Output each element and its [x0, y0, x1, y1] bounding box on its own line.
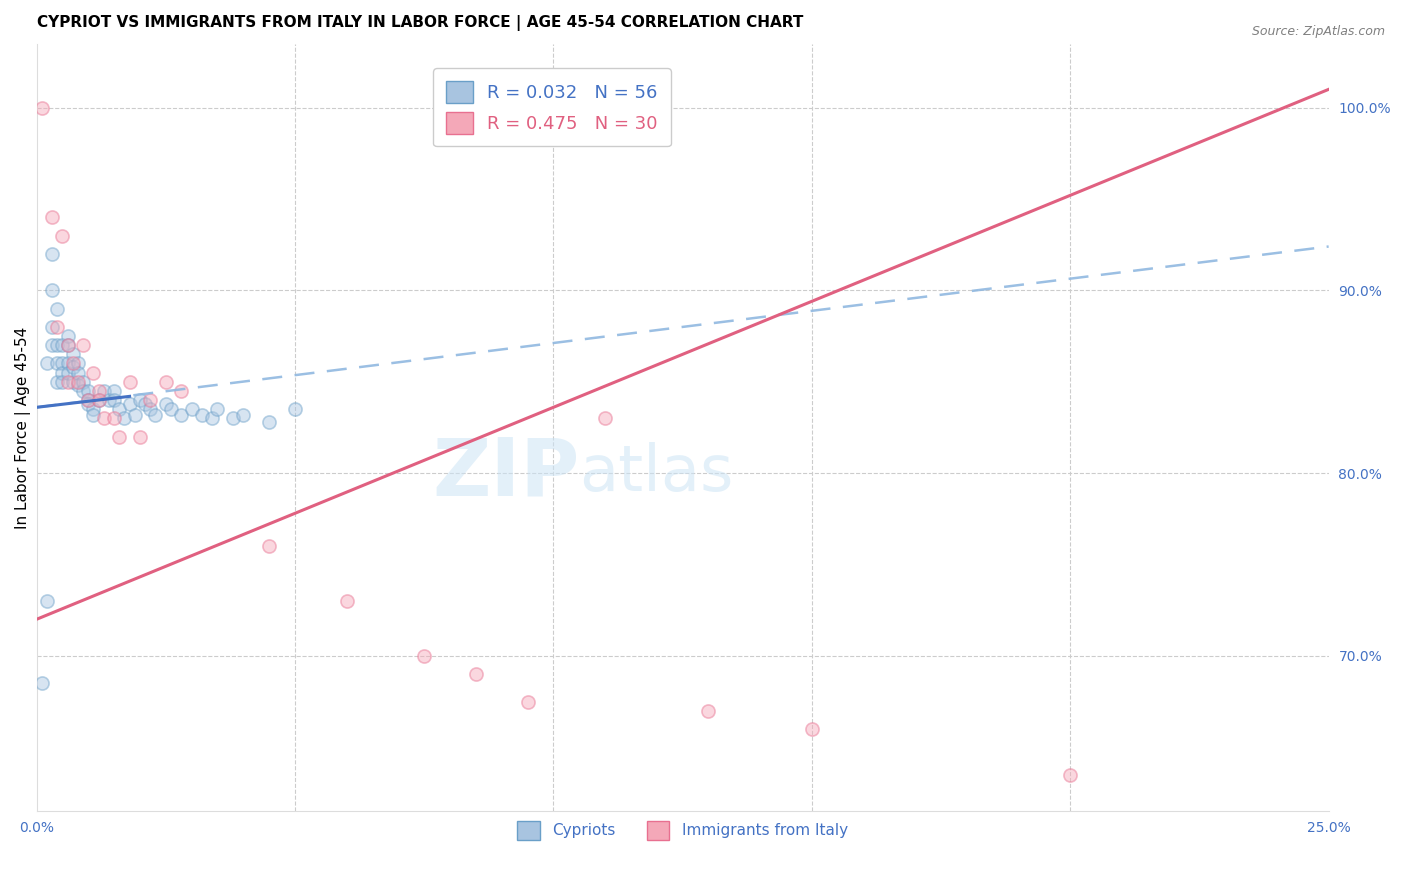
- Point: [1059, 767, 1081, 781]
- Point: [124, 408, 146, 422]
- Point: [222, 411, 245, 425]
- Point: [697, 704, 720, 718]
- Point: [284, 402, 307, 417]
- Point: [413, 648, 436, 663]
- Point: [336, 594, 359, 608]
- Point: [87, 392, 110, 407]
- Point: [82, 408, 104, 422]
- Point: [41, 338, 63, 352]
- Point: [232, 408, 254, 422]
- Point: [87, 392, 110, 407]
- Point: [155, 397, 177, 411]
- Point: [87, 384, 110, 398]
- Point: [41, 247, 63, 261]
- Point: [155, 375, 177, 389]
- Point: [145, 408, 167, 422]
- Point: [46, 338, 69, 352]
- Point: [35, 594, 58, 608]
- Point: [103, 411, 125, 425]
- Point: [41, 284, 63, 298]
- Point: [72, 375, 94, 389]
- Point: [51, 375, 73, 389]
- Point: [97, 392, 120, 407]
- Point: [31, 101, 53, 115]
- Point: [51, 366, 73, 380]
- Point: [46, 319, 69, 334]
- Point: [51, 228, 73, 243]
- Point: [103, 384, 125, 398]
- Point: [56, 338, 79, 352]
- Point: [160, 402, 183, 417]
- Point: [108, 429, 131, 443]
- Point: [41, 211, 63, 225]
- Point: [82, 366, 104, 380]
- Point: [207, 402, 229, 417]
- Point: [93, 411, 115, 425]
- Text: atlas: atlas: [579, 442, 734, 505]
- Point: [82, 402, 104, 417]
- Point: [56, 356, 79, 370]
- Point: [41, 319, 63, 334]
- Point: [77, 392, 100, 407]
- Point: [139, 392, 162, 407]
- Text: CYPRIOT VS IMMIGRANTS FROM ITALY IN LABOR FORCE | AGE 45-54 CORRELATION CHART: CYPRIOT VS IMMIGRANTS FROM ITALY IN LABO…: [37, 15, 803, 31]
- Point: [66, 375, 89, 389]
- Point: [72, 338, 94, 352]
- Point: [72, 384, 94, 398]
- Point: [129, 392, 152, 407]
- Point: [62, 375, 84, 389]
- Point: [139, 402, 162, 417]
- Point: [46, 375, 69, 389]
- Y-axis label: In Labor Force | Age 45-54: In Labor Force | Age 45-54: [15, 326, 31, 529]
- Point: [118, 397, 141, 411]
- Point: [66, 378, 89, 392]
- Text: Source: ZipAtlas.com: Source: ZipAtlas.com: [1251, 25, 1385, 38]
- Point: [66, 356, 89, 370]
- Legend: Cypriots, Immigrants from Italy: Cypriots, Immigrants from Italy: [512, 815, 853, 846]
- Point: [108, 402, 131, 417]
- Point: [593, 411, 616, 425]
- Point: [77, 384, 100, 398]
- Point: [77, 397, 100, 411]
- Point: [170, 408, 193, 422]
- Point: [46, 356, 69, 370]
- Point: [93, 384, 115, 398]
- Point: [516, 694, 538, 708]
- Point: [112, 411, 135, 425]
- Point: [257, 539, 280, 553]
- Point: [170, 384, 193, 398]
- Point: [51, 356, 73, 370]
- Point: [56, 329, 79, 343]
- Text: ZIP: ZIP: [432, 434, 579, 513]
- Point: [800, 722, 823, 736]
- Point: [77, 392, 100, 407]
- Point: [62, 347, 84, 361]
- Point: [201, 411, 224, 425]
- Point: [118, 375, 141, 389]
- Point: [56, 338, 79, 352]
- Point: [62, 356, 84, 370]
- Point: [66, 366, 89, 380]
- Point: [191, 408, 214, 422]
- Point: [56, 375, 79, 389]
- Point: [129, 429, 152, 443]
- Point: [257, 415, 280, 429]
- Point: [56, 366, 79, 380]
- Point: [46, 301, 69, 316]
- Point: [134, 397, 156, 411]
- Point: [464, 667, 486, 681]
- Point: [180, 402, 202, 417]
- Point: [62, 360, 84, 375]
- Point: [51, 338, 73, 352]
- Point: [35, 356, 58, 370]
- Point: [103, 392, 125, 407]
- Point: [31, 676, 53, 690]
